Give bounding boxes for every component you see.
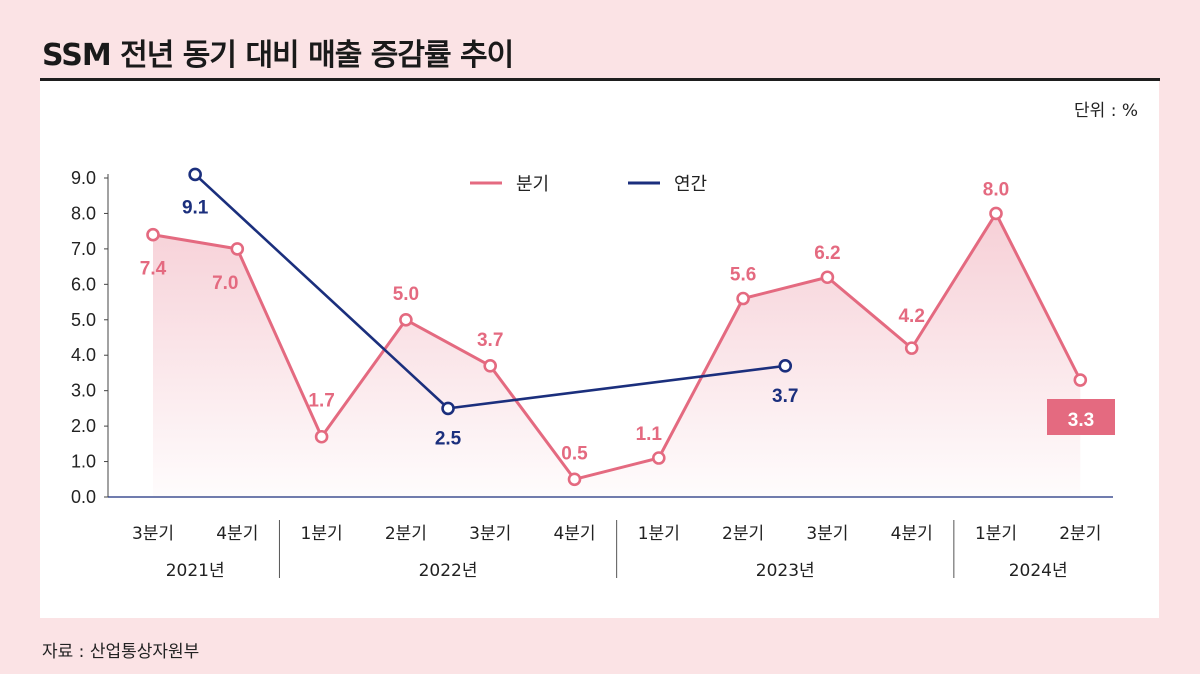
quarterly-point bbox=[736, 291, 750, 306]
quarterly-point bbox=[483, 359, 498, 373]
year-group-label: 2024년 bbox=[1009, 561, 1068, 581]
quarterly-data-label: 3.7 bbox=[477, 330, 503, 351]
annual-data-label: 3.7 bbox=[772, 386, 798, 407]
x-tick-label: 4분기 bbox=[216, 524, 258, 544]
y-tick-label: 3.0 bbox=[71, 381, 96, 401]
y-tick-label: 1.0 bbox=[71, 452, 96, 472]
quarterly-point bbox=[820, 270, 835, 285]
quarterly-data-label: 6.2 bbox=[814, 243, 840, 264]
legend-annual-label: 연간 bbox=[674, 174, 707, 195]
x-tick-label: 2분기 bbox=[385, 524, 427, 544]
y-tick-label: 4.0 bbox=[71, 345, 96, 365]
y-tick-label: 7.0 bbox=[71, 239, 96, 259]
quarterly-point bbox=[146, 227, 160, 242]
quarterly-point bbox=[651, 451, 666, 465]
x-tick-label: 2분기 bbox=[1059, 524, 1101, 544]
x-tick-label: 3분기 bbox=[806, 524, 848, 544]
quarterly-data-label: 7.4 bbox=[140, 259, 167, 280]
quarterly-data-label: 5.6 bbox=[730, 265, 756, 286]
x-tick-label: 1분기 bbox=[301, 524, 343, 544]
x-tick-label: 1분기 bbox=[975, 524, 1017, 544]
quarterly-point bbox=[230, 242, 245, 256]
x-tick-label: 3분기 bbox=[469, 524, 511, 544]
quarterly-area bbox=[153, 213, 1081, 497]
quarterly-data-label: 1.7 bbox=[308, 391, 334, 412]
unit-label: 단위 : % bbox=[1074, 101, 1138, 121]
quarterly-data-label: 1.1 bbox=[636, 424, 663, 445]
quarterly-point bbox=[567, 472, 582, 487]
y-tick-label: 5.0 bbox=[71, 310, 96, 330]
legend-quarterly-label: 분기 bbox=[516, 174, 549, 195]
quarterly-point bbox=[989, 206, 1003, 221]
y-tick-label: 6.0 bbox=[71, 274, 96, 294]
x-tick-label: 3분기 bbox=[132, 524, 174, 544]
y-tick-label: 8.0 bbox=[71, 203, 96, 223]
x-tick-label: 4분기 bbox=[891, 524, 933, 544]
year-group-label: 2021년 bbox=[166, 561, 225, 581]
quarterly-point bbox=[904, 341, 919, 355]
x-tick-label: 2분기 bbox=[722, 524, 764, 544]
quarterly-data-label: 4.2 bbox=[898, 306, 924, 327]
annual-data-label: 2.5 bbox=[435, 428, 462, 449]
quarterly-data-label: 0.5 bbox=[561, 443, 588, 464]
y-tick-label: 0.0 bbox=[71, 487, 96, 507]
quarterly-data-label: 8.0 bbox=[983, 179, 1009, 200]
quarterly-data-label: 5.0 bbox=[393, 284, 419, 305]
source-label: 자료 : 산업통상자원부 bbox=[42, 642, 200, 662]
y-tick-label: 9.0 bbox=[71, 168, 96, 188]
quarterly-point bbox=[314, 429, 329, 444]
annual-point bbox=[188, 167, 202, 182]
highlight-value-label: 3.3 bbox=[1068, 410, 1094, 431]
year-group-label: 2023년 bbox=[756, 561, 815, 581]
x-tick-label: 4분기 bbox=[553, 524, 595, 544]
title-rule bbox=[40, 78, 1160, 81]
annual-point bbox=[441, 401, 455, 416]
quarterly-data-label: 7.0 bbox=[212, 273, 238, 294]
highlight-box bbox=[1047, 399, 1115, 435]
year-group-label: 2022년 bbox=[419, 561, 478, 581]
annual-data-label: 9.1 bbox=[182, 197, 209, 218]
y-tick-label: 2.0 bbox=[71, 416, 96, 436]
annual-point bbox=[778, 359, 793, 373]
quarterly-series-line bbox=[152, 211, 1082, 481]
x-tick-label: 1분기 bbox=[638, 524, 680, 544]
quarterly-point bbox=[399, 312, 413, 327]
chart-title: SSM 전년 동기 대비 매출 증감률 추이 bbox=[42, 38, 514, 73]
quarterly-point bbox=[1073, 373, 1088, 387]
